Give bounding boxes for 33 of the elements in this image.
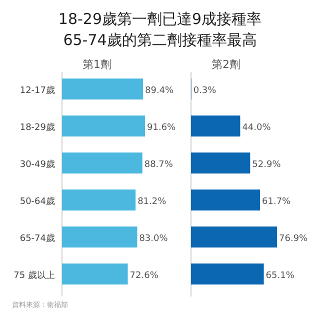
bar [191,226,277,248]
bar [62,226,138,248]
y-tick-label: 18-29歲 [20,122,55,133]
y-tick-label: 65-74歲 [20,233,55,244]
data-label: 61.7% [262,197,292,207]
chart-title: 第2劑 [212,58,240,71]
y-tick-label: 75 歲以上 [14,270,55,281]
bar [191,264,264,284]
text: 65-74歲的第二劑接種率最高 [63,31,257,49]
data-label: 89.4% [145,86,174,96]
bar [62,190,136,210]
data-label: 72.6% [130,271,159,281]
y-tick-label: 30-49歲 [20,159,55,170]
bar [191,152,250,174]
data-label: 81.2% [138,197,167,207]
bar [62,264,128,284]
data-label: 52.9% [252,160,282,170]
bar [62,78,144,100]
bar [191,190,260,210]
data-label: 0.3% [193,86,217,96]
data-label: 76.9% [279,234,308,244]
y-tick-label: 50-64歲 [20,196,55,207]
bar [62,116,145,136]
bar [191,116,240,136]
text: 18-29歲第一劑已達9成接種率 [58,10,262,28]
chart-title: 第1劑 [82,58,112,71]
bar [62,152,142,174]
data-label: 91.6% [147,123,176,133]
data-label: 88.7% [144,160,174,170]
data-label: 83.0% [139,234,168,244]
y-tick-label: 12-17歲 [20,85,55,96]
data-label: 65.1% [266,271,295,281]
data-label: 44.0% [242,123,272,133]
